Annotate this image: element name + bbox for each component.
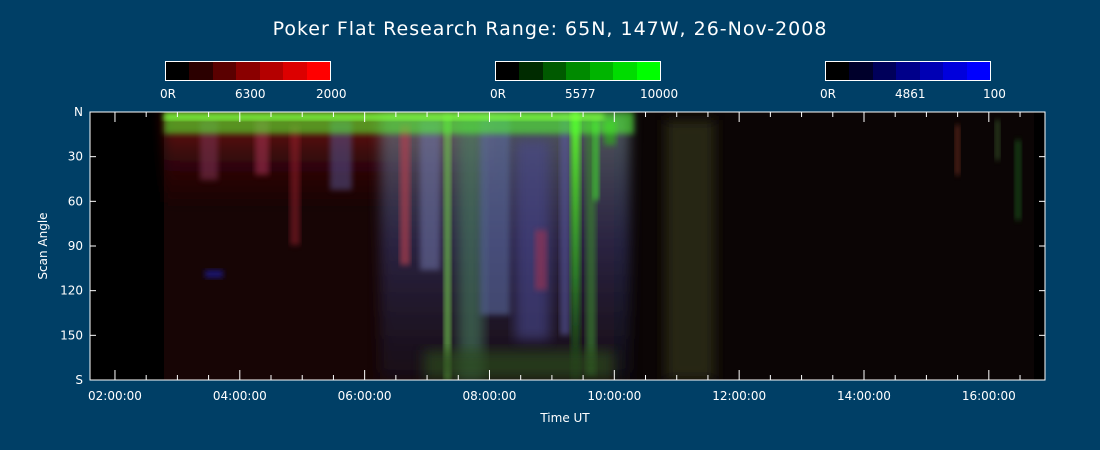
chart-title: Poker Flat Research Range: 65N, 147W, 26… (272, 18, 828, 40)
blue-colorbar (825, 61, 991, 81)
red-colorbar-min-label: 0R (160, 87, 176, 101)
green-colorbar-segment (636, 62, 660, 80)
blue-colorbar-min-label: 0R (820, 87, 836, 101)
y-axis-label: Scan Angle (36, 212, 50, 279)
blue-colorbar-segment (943, 62, 967, 80)
blue-colorbar-segment (849, 62, 873, 80)
blue-colorbar-segment (872, 62, 897, 80)
green-colorbar-segment (542, 62, 567, 80)
red-colorbar-segment (236, 62, 260, 80)
x-tick-label: 06:00:00 (338, 389, 392, 403)
blue-colorbar-segment (826, 62, 850, 80)
blue-colorbar-wavelength-label: 4861 (895, 87, 926, 101)
y-tick-label: 120 (60, 284, 83, 298)
red-colorbar-segment (259, 62, 284, 80)
green-colorbar-segment (519, 62, 543, 80)
y-tick-label: 30 (68, 150, 83, 164)
x-tick-label: 08:00:00 (463, 389, 517, 403)
red-colorbar-segment (189, 62, 213, 80)
y-tick-label: N (74, 105, 83, 119)
red-colorbar-wavelength-label: 6300 (235, 87, 266, 101)
x-tick-label: 14:00:00 (837, 389, 891, 403)
keogram-image (164, 112, 1034, 380)
x-tick-label: 04:00:00 (213, 389, 267, 403)
x-axis: 02:00:00 04:00:00 06:00:00 08:00:00 10:00:00… (88, 112, 1021, 403)
red-colorbar-segment (283, 62, 307, 80)
x-tick-label: 16:00:00 (962, 389, 1016, 403)
y-tick-label: 60 (68, 194, 83, 208)
green-colorbar-segment (496, 62, 520, 80)
green-colorbar (495, 61, 661, 81)
red-colorbar-segment (166, 62, 190, 80)
red-colorbar-max-label: 2000 (316, 87, 347, 101)
x-tick-label: 10:00:00 (587, 389, 641, 403)
y-tick-label: 150 (60, 328, 83, 342)
y-axis: N 30 60 90 120 150 S (60, 105, 1045, 387)
green-colorbar-segment (613, 62, 637, 80)
green-colorbar-max-label: 10000 (640, 87, 679, 101)
red-colorbar-segment (306, 62, 330, 80)
y-tick-label: S (75, 373, 83, 387)
blue-colorbar-segment (919, 62, 944, 80)
blue-colorbar-segment (966, 62, 990, 80)
green-colorbar-segment (566, 62, 590, 80)
red-colorbar-segment (212, 62, 237, 80)
x-tick-label: 02:00:00 (88, 389, 142, 403)
red-colorbar (165, 61, 331, 81)
blue-colorbar-segment (896, 62, 920, 80)
green-colorbar-min-label: 0R (490, 87, 506, 101)
blue-colorbar-max-label: 100 (983, 87, 1006, 101)
x-tick-label: 12:00:00 (712, 389, 766, 403)
green-colorbar-segment (589, 62, 614, 80)
y-tick-label: 90 (68, 239, 83, 253)
green-colorbar-wavelength-label: 5577 (565, 87, 596, 101)
x-axis-label: Time UT (539, 411, 590, 425)
